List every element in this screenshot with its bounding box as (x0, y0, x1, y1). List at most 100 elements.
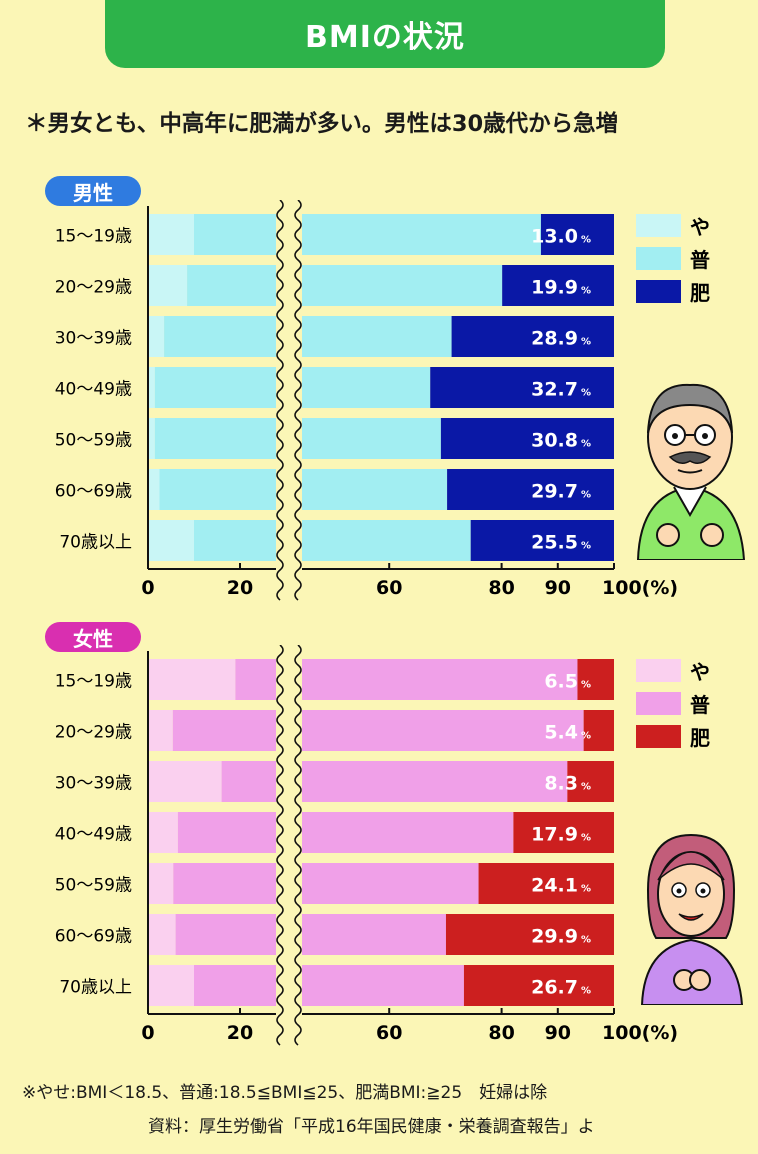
female-x-tick-label: 80 (488, 1022, 514, 1044)
male-category-label: 50〜59歳 (55, 431, 132, 451)
female-value-unit: % (581, 680, 591, 691)
male-x-tick-label: 90 (545, 577, 571, 599)
female-category-label: 70歳以上 (59, 978, 132, 998)
male-bar-himan (470, 520, 614, 561)
female-x-tick-label: 90 (545, 1022, 571, 1044)
male-category-label: 15〜19歳 (55, 227, 132, 247)
female-value-label: 8.3 (544, 773, 578, 795)
female-section-label: 女性 (45, 622, 141, 652)
male-value-unit: % (581, 235, 591, 246)
female-value-label: 26.7 (531, 977, 578, 999)
female-bar-himan (583, 710, 614, 751)
female-bar-futsuu (177, 812, 514, 853)
male-bar-himan (502, 265, 614, 306)
female-x-tick-label: 100(%) (602, 1022, 678, 1044)
female-category-label: 30〜39歳 (55, 774, 132, 794)
female-bar-futsuu (172, 710, 584, 751)
male-bar-yase (148, 469, 160, 510)
female-character-illustration (640, 833, 744, 1005)
female-legend-label: 肥 (690, 726, 710, 750)
male-bar-himan (440, 418, 614, 459)
female-x-tick-label: 20 (227, 1022, 253, 1044)
female-bmi-chart: 15〜19歳 6.5 % 20〜29歳 5.4 % 30〜39歳 8.3 % 40〜49歳 17.9… (55, 645, 710, 1046)
female-bar-yase (148, 710, 173, 751)
female-x-tick-label: 60 (376, 1022, 402, 1044)
female-axis-break-line (294, 645, 302, 1046)
female-value-label: 6.5 (544, 671, 578, 693)
male-bar-yase (148, 265, 188, 306)
male-x-tick-label: 0 (141, 577, 154, 599)
male-category-label: 70歳以上 (59, 533, 132, 553)
female-value-unit: % (581, 731, 591, 742)
female-bar-futsuu (173, 863, 479, 904)
male-category-label: 20〜29歳 (55, 278, 132, 298)
female-category-label: 15〜19歳 (55, 672, 132, 692)
male-value-label: 29.7 (531, 481, 578, 503)
male-bar-yase (148, 520, 194, 561)
female-bar-yase (148, 761, 222, 802)
female-bar-himan (445, 914, 614, 955)
female-value-label: 24.1 (531, 875, 578, 897)
female-bar-yase (148, 863, 174, 904)
female-value-label: 29.9 (531, 926, 578, 948)
male-legend-swatch (636, 280, 681, 303)
male-bar-yase (148, 367, 155, 408)
female-x-tick-label: 0 (141, 1022, 154, 1044)
female-bar-futsuu (221, 761, 568, 802)
male-x-tick-label: 80 (488, 577, 514, 599)
female-bar-himan (463, 965, 614, 1006)
female-bar-futsuu (175, 914, 446, 955)
female-axis-break-line (276, 645, 284, 1046)
female-category-label: 60〜69歳 (55, 927, 132, 947)
female-bar-himan (567, 761, 614, 802)
male-bar-futsuu (159, 469, 448, 510)
female-category-label: 20〜29歳 (55, 723, 132, 743)
male-bmi-chart: 15〜19歳 13.0 % 20〜29歳 19.9 % 30〜39歳 28.9 % 40〜49歳 3… (55, 200, 710, 601)
female-value-unit: % (581, 986, 591, 997)
male-legend-label: 肥 (690, 281, 710, 305)
subtitle: ＊男女とも、中高年に肥満が多い。男性は30歳代から急増 (25, 111, 619, 137)
male-category-label: 40〜49歳 (55, 380, 132, 400)
title-banner: BMIの状況 (105, 0, 665, 68)
male-value-unit: % (581, 541, 591, 552)
male-value-label: 32.7 (531, 379, 578, 401)
female-bar-futsuu (194, 965, 464, 1006)
male-value-unit: % (581, 439, 591, 450)
male-bar-futsuu (187, 265, 503, 306)
male-bar-yase (148, 316, 165, 357)
male-axis-break-line (294, 200, 302, 601)
male-value-unit: % (581, 337, 591, 348)
female-value-unit: % (581, 884, 591, 895)
male-bar-futsuu (164, 316, 452, 357)
male-bar-futsuu (194, 214, 541, 255)
female-bar-himan (577, 659, 614, 700)
male-bar-yase (148, 214, 194, 255)
page-title: BMIの状況 (305, 20, 465, 55)
female-category-label: 40〜49歳 (55, 825, 132, 845)
male-bar-himan (451, 316, 614, 357)
female-value-unit: % (581, 935, 591, 946)
male-bar-himan (430, 367, 614, 408)
female-bar-yase (148, 914, 176, 955)
female-legend-label: 普 (690, 693, 710, 717)
male-character-illustration (636, 383, 746, 560)
male-bar-himan (447, 469, 614, 510)
male-value-unit: % (581, 286, 591, 297)
female-value-unit: % (581, 833, 591, 844)
male-legend-swatch (636, 214, 681, 237)
male-bar-yase (148, 418, 155, 459)
female-category-label: 50〜59歳 (55, 876, 132, 896)
male-section-label: 男性 (45, 176, 141, 206)
male-legend-swatch (636, 247, 681, 270)
male-value-label: 30.8 (531, 430, 578, 452)
male-bar-himan (540, 214, 614, 255)
female-bar-yase (148, 659, 236, 700)
male-value-label: 13.0 (531, 226, 578, 248)
female-bar-himan (478, 863, 614, 904)
male-category-label: 30〜39歳 (55, 329, 132, 349)
female-legend-swatch (636, 692, 681, 715)
male-value-unit: % (581, 388, 591, 399)
male-x-tick-label: 100(%) (602, 577, 678, 599)
male-category-label: 60〜69歳 (55, 482, 132, 502)
male-axis-break-line (276, 200, 284, 601)
